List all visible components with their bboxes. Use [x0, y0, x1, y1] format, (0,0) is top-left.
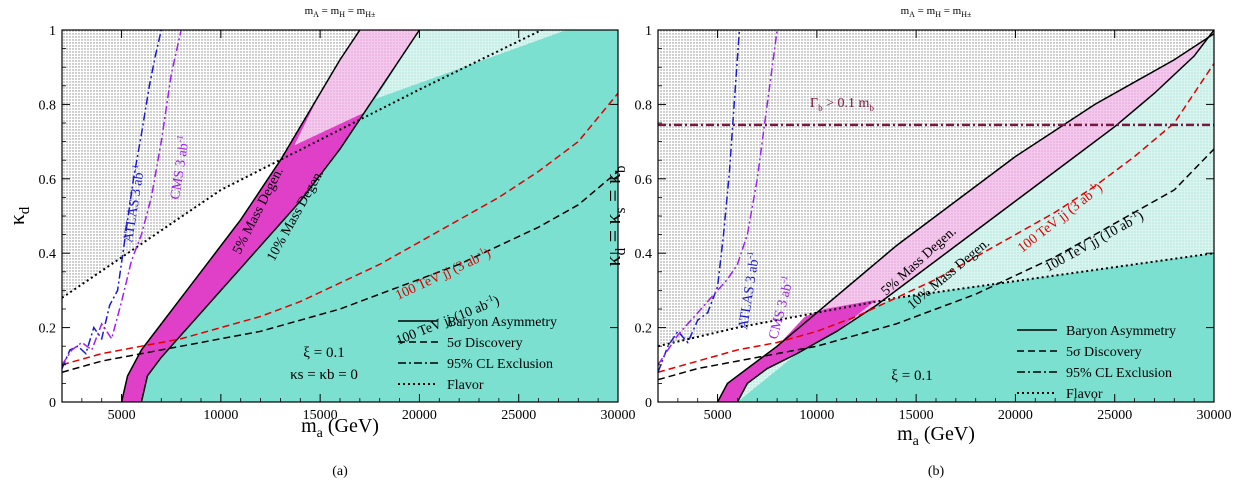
panel-a-param-xi: ξ = 0.1 [303, 345, 344, 361]
y-tick-label: 0.6 [635, 173, 653, 188]
series-line-3 [658, 30, 778, 366]
baryon-band-region [121, 30, 420, 402]
x-tick-label: 5000 [108, 408, 136, 423]
baryon-10pct-line [736, 30, 1214, 402]
series-line-0 [658, 63, 1214, 373]
baryon-band-region [717, 299, 877, 402]
series-line-2 [658, 30, 741, 373]
x-tick-label: 25000 [501, 408, 536, 423]
panel-a-region-fills [62, 30, 618, 402]
panel-a-top-label: mA = mH = mH± [305, 5, 376, 19]
y-tick-label: 0.2 [635, 322, 653, 337]
panel-a-legend-1: 5σ Discovery [447, 336, 523, 351]
y-tick-label: 0.8 [635, 98, 653, 113]
chart-panel-b: mA = mH = mH± 5000 10000 15000 20000 25000 30… [600, 5, 1232, 479]
y-tick-label: 1 [645, 24, 652, 39]
panel-b-legend-1: 5σ Discovery [1066, 345, 1142, 360]
series-line-1 [658, 148, 1214, 381]
series-line-2 [62, 30, 163, 369]
panel-a-legend-0: Baryon Asymmetry [447, 315, 557, 330]
y-tick-label: 0 [49, 396, 56, 411]
series-line-1 [62, 170, 618, 373]
x-tick-label: 30000 [601, 408, 636, 423]
x-tick-label: 5000 [704, 408, 732, 423]
panel-a-axis-ticks: 5000 10000 15000 20000 25000 30000 0 0.2 0.4 0.6 0… [39, 24, 636, 423]
baryon-5pct-line [120, 30, 361, 402]
y-tick-label: 0.2 [39, 322, 57, 337]
panel-b-curves [658, 30, 1214, 402]
series-line-0 [62, 92, 618, 366]
y-tick-label: 0.6 [39, 173, 57, 188]
x-tick-label: 15000 [303, 408, 338, 423]
teal-flavor-overlap-region [375, 30, 618, 99]
flavor-excluded-region [62, 30, 618, 298]
panel-b-caption: (b) [928, 464, 945, 479]
flavor-line [658, 252, 1214, 348]
series-line-3 [62, 30, 182, 366]
panel-b-legend: Baryon Asymmetry 5σ Discovery 95% CL Exc… [1017, 324, 1176, 402]
panel-b-top-label: mA = mH = mH± [901, 5, 972, 19]
panel-a-ylabel: κd [4, 206, 33, 225]
panel-a-legend: Baryon Asymmetry 5σ Discovery 95% CL Exc… [398, 315, 557, 393]
chart-panel-a: mA = mH = mH± 5000 10000 15000 20000 25000 30… [4, 5, 636, 479]
x-tick-label: 10000 [203, 408, 238, 423]
panel-a-caption: (a) [332, 464, 348, 479]
baryon-band-flavor-excluded [294, 30, 420, 146]
panel-a-legend-3: Flavor [447, 378, 484, 393]
y-tick-label: 0.4 [635, 247, 653, 262]
x-tick-label: 20000 [998, 408, 1033, 423]
panel-b-param-xi: ξ = 0.1 [891, 368, 932, 384]
panel-b-xlabel: ma (GeV) [897, 423, 975, 449]
panel-a-param-kappa: κs = κb = 0 [290, 367, 358, 383]
panel-b-legend-0: Baryon Asymmetry [1066, 324, 1176, 339]
y-tick-label: 0.8 [39, 98, 57, 113]
x-tick-label: 30000 [1197, 408, 1232, 423]
panel-a-xlabel: ma (GeV) [301, 415, 379, 441]
x-tick-label: 15000 [899, 408, 934, 423]
panel-a-curves [62, 30, 618, 402]
baryon-10pct-line [140, 30, 421, 402]
panel-b-region-fills [658, 30, 1214, 402]
panel-b-axis-ticks: 5000 10000 15000 20000 25000 30000 0 0.2 0.4 0.6 0… [635, 24, 1232, 423]
panel-b-width-label: Γb > 0.1 mb [810, 96, 874, 113]
teal-allowed-region [737, 253, 1214, 402]
x-tick-label: 25000 [1097, 408, 1132, 423]
x-tick-label: 20000 [402, 408, 437, 423]
flavor-line [62, 30, 544, 299]
baryon-5pct-line [716, 33, 1214, 402]
y-tick-label: 1 [49, 24, 56, 39]
panel-b-legend-2: 95% CL Exclusion [1066, 366, 1172, 381]
panel-b-legend-3: Flavor [1066, 387, 1103, 402]
x-tick-label: 10000 [799, 408, 834, 423]
teal-allowed-region [141, 30, 618, 402]
panel-b-ylabel: κd = κs = κb [600, 166, 629, 267]
y-tick-label: 0 [645, 396, 652, 411]
panel-a-legend-2: 95% CL Exclusion [447, 357, 553, 372]
y-tick-label: 0.4 [39, 247, 57, 262]
